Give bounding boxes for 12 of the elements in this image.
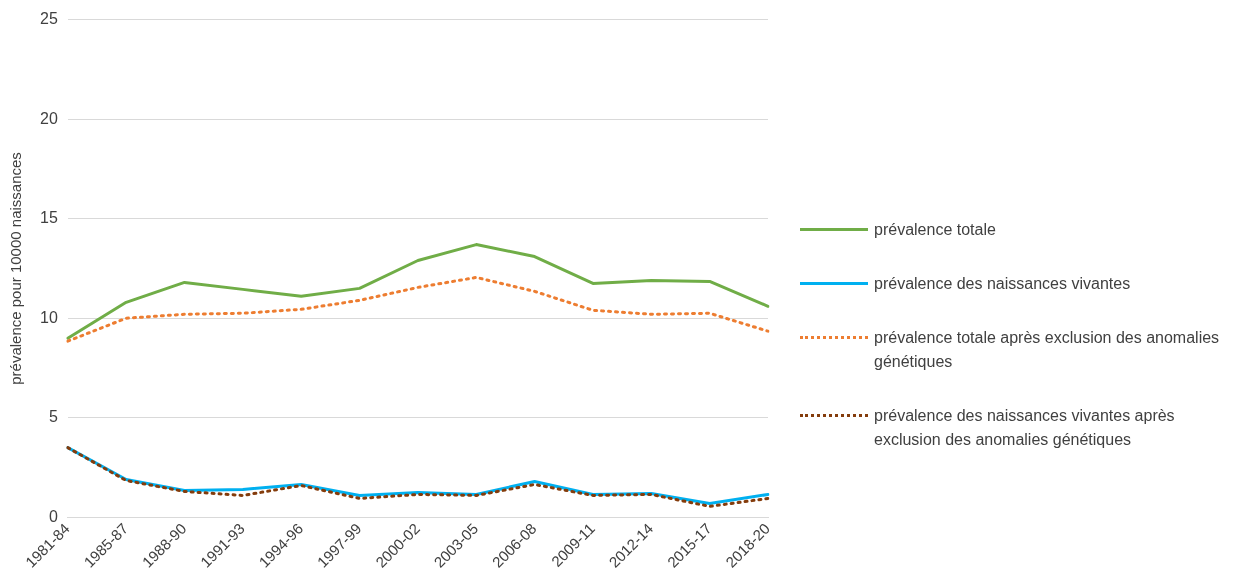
legend-label: prévalence totale (874, 219, 996, 240)
y-tick-label: 15 (40, 209, 58, 227)
legend-label: prévalence totale après exclusion des anomalies génétiques (874, 327, 1221, 372)
legend-label: prévalence des naissances vivantes après exclusion des anomalies génétiques (874, 405, 1176, 450)
y-tick-label: 0 (48, 507, 58, 525)
y-tick-label: 25 (40, 10, 58, 28)
y-tick-label: 5 (48, 408, 58, 426)
line-series (66, 275, 770, 343)
legend-label: prévalence des naissances vivantes (874, 273, 1131, 294)
y-tick-label: 10 (40, 308, 58, 326)
y-tick-label: 20 (40, 109, 58, 127)
y-axis-title: prévalence pour 10000 naissances (7, 152, 25, 385)
